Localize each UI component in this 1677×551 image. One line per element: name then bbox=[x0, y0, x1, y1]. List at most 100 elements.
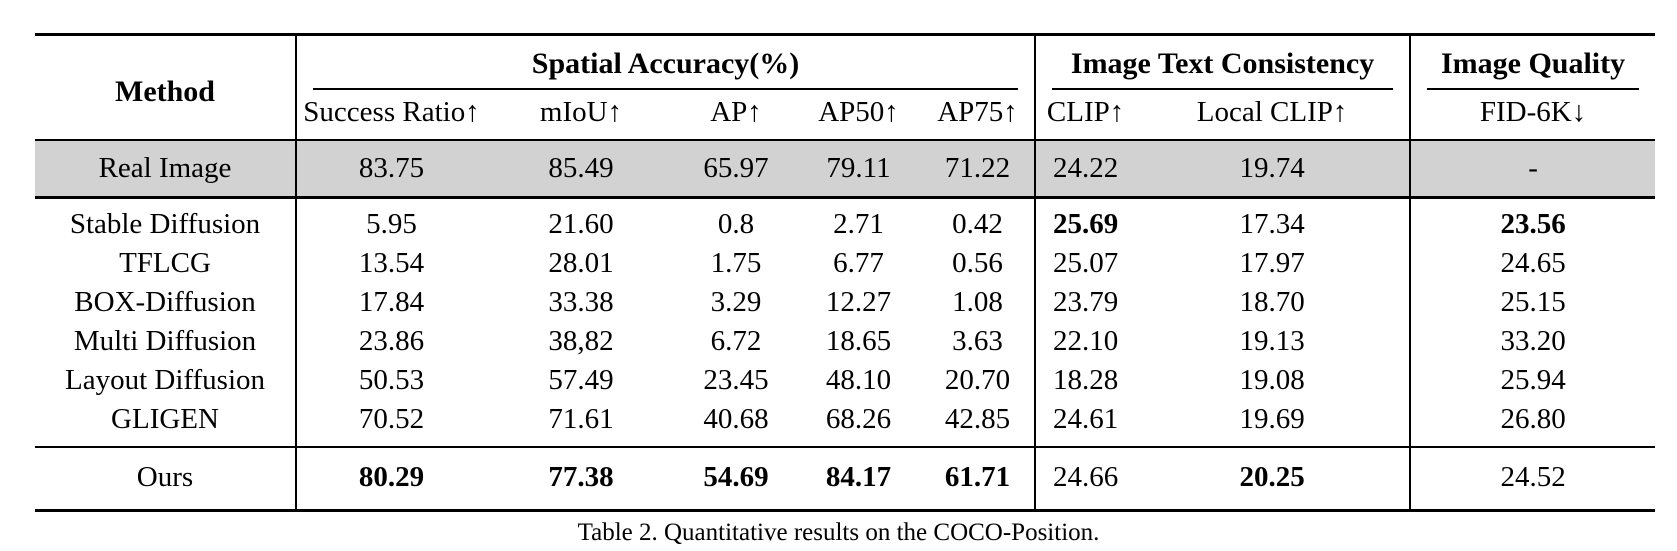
value-cell: 28.01 bbox=[548, 247, 614, 279]
table-header: Method Spatial Accuracy(%) Image Text Co… bbox=[35, 34, 1656, 141]
value-cell: 83.75 bbox=[295, 140, 486, 199]
value-cell: 33.20 bbox=[1409, 322, 1656, 361]
value-cell: 24.61 bbox=[1034, 400, 1136, 447]
value-cell: 25.94 bbox=[1409, 361, 1656, 400]
value-cell: 3.63 bbox=[952, 325, 1003, 357]
method-row: Stable Diffusion 5.95 21.60 0.8 2.71 0.42 25.6… bbox=[35, 197, 1656, 244]
method-row: Multi Diffusion 23.86 38,82 6.72 18.65 3.63 22… bbox=[35, 322, 1656, 361]
col-header-ap: AP↑ bbox=[676, 90, 796, 141]
value-cell: 6.77 bbox=[833, 247, 884, 279]
value-cell: 54.69 bbox=[676, 446, 796, 512]
value-cell: 24.22 bbox=[1034, 140, 1136, 199]
value-cell: 71.22 bbox=[921, 140, 1036, 199]
value-cell: 18.65 bbox=[825, 325, 892, 357]
method-cell: Layout Diffusion bbox=[64, 364, 266, 396]
value-cell: 13.54 bbox=[295, 244, 486, 283]
value-cell: 23.56 bbox=[1409, 197, 1656, 244]
value-cell: 12.27 bbox=[825, 286, 892, 318]
value-cell: 1.08 bbox=[952, 286, 1003, 318]
method-row: TFLCG 13.54 28.01 1.75 6.77 0.56 25.07 17.97 24.… bbox=[35, 244, 1656, 283]
value-cell: 80.29 bbox=[295, 446, 486, 512]
col-header-fid-6k: FID-6K↓ bbox=[1409, 90, 1656, 141]
value-cell: 3.29 bbox=[710, 286, 762, 318]
value-cell: 25.15 bbox=[1409, 283, 1656, 322]
value-cell: 42.85 bbox=[944, 403, 1011, 435]
value-cell: 57.49 bbox=[548, 364, 614, 396]
value-cell: 26.80 bbox=[1409, 400, 1656, 447]
value-cell: 23.86 bbox=[295, 322, 486, 361]
value-cell: 5.95 bbox=[295, 197, 486, 244]
method-cell: TFLCG bbox=[119, 247, 211, 279]
group-header-row: Method Spatial Accuracy(%) Image Text Co… bbox=[35, 34, 1656, 141]
value-cell: 0.42 bbox=[952, 208, 1003, 240]
value-cell: 0.56 bbox=[952, 247, 1003, 279]
col-header-ap50: AP50↑ bbox=[796, 90, 921, 141]
value-cell: 18.28 bbox=[1034, 361, 1136, 400]
method-cell: Real Image bbox=[35, 140, 296, 199]
value-cell: 48.10 bbox=[825, 364, 892, 396]
sub-header-row: Success Ratio↑ mIoU↑ AP↑ AP50↑ AP75↑ CLI… bbox=[35, 90, 1656, 141]
value-cell: 77.38 bbox=[486, 446, 676, 512]
value-cell: 70.52 bbox=[295, 400, 486, 447]
method-cell: Stable Diffusion bbox=[69, 208, 261, 240]
group-header-image-quality: Image Quality bbox=[1409, 34, 1656, 90]
value-cell: 25.07 bbox=[1034, 244, 1136, 283]
value-cell: 85.49 bbox=[486, 140, 676, 199]
method-cell: GLIGEN bbox=[111, 403, 219, 435]
table-container: Method Spatial Accuracy(%) Image Text Co… bbox=[35, 33, 1656, 512]
value-cell: 24.66 bbox=[1034, 446, 1136, 512]
table-caption: Table 2. Quantitative results on the COC… bbox=[577, 519, 1100, 546]
method-row: BOX-Diffusion 17.84 33.38 3.29 12.27 1.08 23.7… bbox=[35, 283, 1656, 322]
value-cell: 1.75 bbox=[710, 247, 762, 279]
value-cell: 71.61 bbox=[548, 403, 614, 435]
value-cell: 19.13 bbox=[1239, 325, 1305, 357]
value-cell: 23.45 bbox=[703, 364, 769, 396]
value-cell: 17.97 bbox=[1239, 247, 1305, 279]
col-header-clip: CLIP↑ bbox=[1034, 90, 1136, 141]
method-cell: BOX-Diffusion bbox=[74, 286, 256, 318]
value-cell: 19.74 bbox=[1135, 140, 1411, 199]
col-header-ap75: AP75↑ bbox=[921, 90, 1036, 141]
value-cell: 23.79 bbox=[1034, 283, 1136, 322]
value-cell: 20.25 bbox=[1135, 446, 1411, 512]
method-cell: Multi Diffusion bbox=[73, 325, 257, 357]
value-cell: 19.08 bbox=[1239, 364, 1305, 396]
col-header-local-clip: Local CLIP↑ bbox=[1135, 90, 1411, 141]
value-cell: 38,82 bbox=[548, 325, 614, 357]
results-table: Method Spatial Accuracy(%) Image Text Co… bbox=[35, 33, 1656, 512]
value-cell: 24.52 bbox=[1409, 446, 1656, 512]
ours-row: Ours 80.29 77.38 54.69 84.17 61.71 24.66 20.25 2… bbox=[35, 446, 1656, 512]
value-cell: 6.72 bbox=[710, 325, 762, 357]
value-cell: 17.34 bbox=[1239, 208, 1305, 240]
value-cell: 68.26 bbox=[825, 403, 892, 435]
group-header-image-text-consistency-label: Image Text Consistency bbox=[1052, 45, 1394, 90]
value-cell: 79.11 bbox=[796, 140, 921, 199]
real-image-row: Real Image 83.75 85.49 65.97 79.11 71.22 24.22… bbox=[35, 140, 1656, 199]
value-cell: 18.70 bbox=[1239, 286, 1305, 318]
value-cell: 84.17 bbox=[796, 446, 921, 512]
value-cell: 40.68 bbox=[703, 403, 769, 435]
value-cell: 25.69 bbox=[1034, 197, 1136, 244]
value-cell: 20.70 bbox=[944, 364, 1011, 396]
table-body: Real Image 83.75 85.49 65.97 79.11 71.22 24.22… bbox=[35, 140, 1656, 512]
value-cell: 24.65 bbox=[1409, 244, 1656, 283]
group-header-spatial-accuracy: Spatial Accuracy(%) bbox=[294, 34, 1036, 90]
value-cell: 33.38 bbox=[548, 286, 614, 318]
method-row: Layout Diffusion 50.53 57.49 23.45 48.10 20.7… bbox=[35, 361, 1656, 400]
value-cell: 22.10 bbox=[1034, 322, 1136, 361]
col-header-miou: mIoU↑ bbox=[486, 90, 676, 141]
group-header-spatial-accuracy-label: Spatial Accuracy(%) bbox=[313, 45, 1019, 90]
value-cell: 17.84 bbox=[295, 283, 486, 322]
value-cell: 65.97 bbox=[676, 140, 796, 199]
value-cell: 61.71 bbox=[921, 446, 1036, 512]
col-header-method: Method bbox=[35, 34, 296, 141]
value-cell: 50.53 bbox=[295, 361, 486, 400]
value-cell: 19.69 bbox=[1239, 403, 1305, 435]
value-cell: - bbox=[1409, 140, 1656, 199]
value-cell: 2.71 bbox=[833, 208, 884, 240]
value-cell: 21.60 bbox=[548, 208, 614, 240]
method-row: GLIGEN 70.52 71.61 40.68 68.26 42.85 24.61 19.6… bbox=[35, 400, 1656, 447]
group-header-image-quality-label: Image Quality bbox=[1427, 45, 1640, 90]
col-header-success-ratio: Success Ratio↑ bbox=[295, 90, 486, 141]
